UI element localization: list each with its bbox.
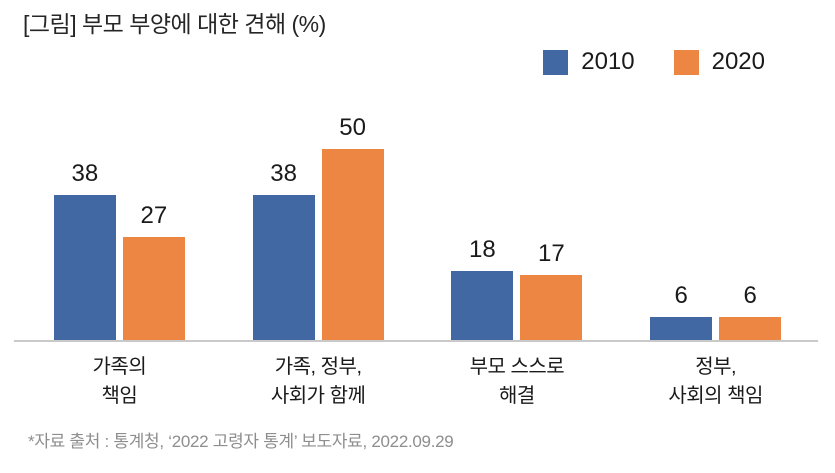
legend-swatch-2020-icon [673, 49, 699, 75]
legend-label-2010: 2010 [581, 48, 635, 75]
value-label-2020: 17 [538, 240, 565, 267]
category-label-1: 가족의 책임 [92, 356, 147, 407]
legend-label-2020: 2020 [711, 48, 765, 75]
value-label-2010: 6 [674, 282, 688, 309]
bar-item-2020: 17 [520, 240, 583, 340]
legend-item-2020: 2020 [673, 48, 765, 76]
value-label-2020: 27 [140, 202, 168, 229]
value-label-2010: 38 [270, 160, 297, 187]
bar-2010 [650, 317, 713, 340]
legend: 2010 2020 [543, 48, 765, 76]
legend-item-2010: 2010 [543, 48, 635, 76]
category-label-3: 부모 스스로 해결 [469, 356, 565, 407]
bar-item-2010: 18 [451, 236, 514, 340]
bar-2020 [321, 149, 384, 340]
bar-chart: 38 27 38 50 18 17 6 6 가족의 책임 가족, 정부, 사회가 함께 부모 스스… [14, 0, 818, 411]
legend-swatch-2010-icon [543, 49, 569, 75]
chart-title: [그림] 부모 부양에 대한 견해 (%) [23, 11, 326, 37]
bar-2020 [719, 317, 782, 340]
x-axis-line [14, 340, 818, 342]
value-label-2020: 50 [339, 114, 366, 141]
value-label-2010: 18 [469, 236, 496, 263]
bar-2010 [252, 195, 315, 340]
category-labels: 가족의 책임 가족, 정부, 사회가 함께 부모 스스로 해결 정부, 사회의 책임 [20, 353, 815, 411]
bar-group-3: 18 17 [418, 236, 617, 340]
value-label-2020: 6 [743, 282, 757, 309]
bar-group-2: 38 50 [219, 114, 418, 340]
bar-groups: 38 27 38 50 18 17 6 6 [20, 0, 815, 340]
bar-item-2010: 38 [53, 160, 116, 340]
bar-item-2020: 50 [321, 114, 384, 340]
bar-item-2020: 6 [719, 282, 782, 340]
bar-item-2010: 38 [252, 160, 315, 340]
bar-2010 [451, 271, 514, 340]
bar-group-1: 38 27 [20, 160, 219, 340]
bar-item-2010: 6 [650, 282, 713, 340]
bar-item-2020: 27 [122, 202, 185, 340]
category-label-2: 가족, 정부, 사회가 함께 [270, 356, 366, 407]
category-label-4: 정부, 사회의 책임 [668, 356, 763, 407]
bar-2020 [122, 237, 185, 340]
value-label-2010: 38 [71, 160, 99, 187]
bar-2020 [520, 275, 583, 340]
bar-2010 [53, 195, 116, 340]
source-note: *자료 출처 : 통계청, ‘2022 고령자 통계’ 보도자료, 2022.0… [28, 432, 454, 451]
